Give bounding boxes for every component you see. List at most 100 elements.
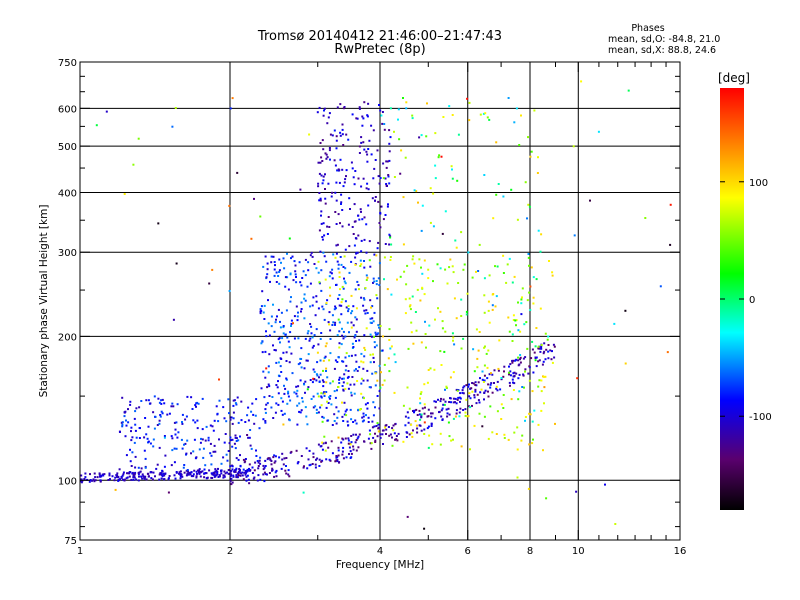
data-point: [399, 172, 402, 175]
data-point: [263, 466, 266, 469]
data-point: [279, 320, 281, 323]
data-point: [475, 328, 478, 331]
data-point: [376, 435, 379, 438]
data-point: [197, 402, 200, 405]
data-point: [303, 367, 306, 370]
data-point: [468, 395, 471, 398]
data-point: [335, 199, 338, 202]
data-point: [300, 284, 303, 287]
data-point: [361, 115, 364, 118]
data-point: [427, 408, 430, 411]
data-point: [462, 409, 465, 411]
data-point: [315, 267, 318, 270]
data-point: [284, 285, 287, 288]
data-point: [303, 297, 306, 300]
data-point: [350, 354, 353, 357]
data-point: [275, 318, 277, 321]
data-point: [259, 462, 262, 465]
data-point: [300, 366, 303, 369]
data-point: [216, 471, 219, 474]
data-point: [248, 436, 251, 439]
data-point: [613, 322, 616, 325]
data-point: [215, 405, 218, 408]
data-point: [520, 298, 523, 301]
data-point: [666, 351, 669, 354]
data-point: [491, 373, 494, 376]
data-point: [500, 377, 503, 379]
data-point: [359, 408, 361, 411]
data-point: [441, 320, 444, 323]
data-point: [372, 414, 375, 417]
data-point: [182, 466, 185, 469]
data-point: [459, 400, 461, 403]
data-point: [337, 318, 340, 321]
data-point: [350, 441, 353, 444]
data-point: [233, 399, 236, 402]
data-point: [161, 469, 164, 472]
data-point: [373, 167, 376, 170]
data-point: [524, 356, 527, 359]
data-point: [286, 336, 289, 339]
data-point: [357, 408, 360, 411]
data-point: [529, 413, 532, 416]
data-point: [231, 97, 234, 100]
data-point: [342, 107, 345, 110]
data-point: [545, 348, 548, 351]
data-point: [134, 471, 137, 474]
data-point: [342, 377, 345, 380]
data-point: [141, 473, 144, 476]
data-point: [341, 334, 344, 337]
data-point: [518, 363, 521, 366]
data-point: [469, 406, 472, 409]
data-point: [365, 414, 367, 417]
data-point: [533, 409, 536, 412]
data-point: [223, 475, 226, 478]
data-point: [350, 321, 353, 324]
data-point: [264, 255, 267, 258]
data-point: [137, 479, 140, 482]
data-point: [335, 147, 338, 150]
data-point: [336, 334, 339, 337]
data-point: [454, 397, 457, 400]
data-point: [209, 442, 212, 445]
data-point: [427, 277, 430, 280]
data-point: [235, 476, 238, 479]
data-point: [483, 364, 486, 367]
data-point: [669, 243, 672, 246]
data-point: [253, 476, 256, 479]
data-point: [158, 478, 161, 481]
data-point: [337, 449, 340, 452]
data-point: [474, 388, 477, 391]
data-point: [338, 376, 341, 379]
data-point: [245, 479, 248, 482]
data-point: [366, 379, 369, 382]
data-point: [337, 213, 340, 216]
data-point: [292, 279, 295, 282]
data-point: [303, 317, 306, 320]
data-point: [352, 421, 355, 423]
data-point: [380, 205, 383, 208]
data-point: [511, 361, 514, 364]
data-point: [307, 269, 310, 272]
data-point: [353, 369, 356, 372]
data-point: [175, 447, 178, 450]
data-point: [497, 367, 500, 370]
data-point: [604, 483, 606, 486]
data-point: [360, 141, 363, 144]
data-point: [511, 340, 514, 342]
data-point: [156, 424, 159, 426]
data-point: [420, 341, 423, 344]
data-point: [288, 237, 291, 240]
data-point: [188, 472, 191, 475]
data-point: [450, 439, 453, 442]
data-point: [319, 338, 322, 340]
data-point: [402, 97, 404, 99]
data-point: [471, 276, 474, 279]
data-point: [424, 333, 427, 335]
data-point: [320, 396, 323, 399]
data-point: [322, 175, 325, 178]
data-point: [514, 319, 517, 322]
data-point: [343, 255, 346, 258]
data-point: [371, 305, 374, 308]
data-point: [524, 419, 526, 422]
